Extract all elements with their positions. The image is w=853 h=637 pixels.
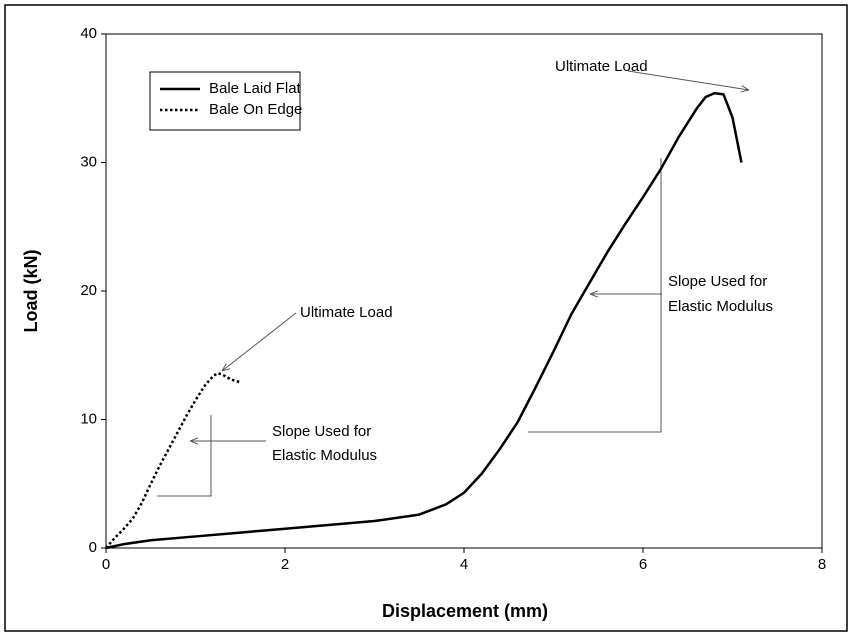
- outer-frame: [4, 4, 848, 632]
- y-axis-label: Load (kN): [21, 249, 41, 332]
- x-tick-label: 4: [460, 556, 468, 573]
- x-tick-label: 8: [818, 556, 826, 573]
- y-tick-label: 10: [80, 410, 97, 427]
- annotation: Slope Used for: [272, 423, 371, 440]
- annotation: Elastic Modulus: [668, 298, 773, 315]
- annotation-pointers: [157, 70, 749, 497]
- y-tick-label: 40: [80, 25, 97, 42]
- series-line: [105, 91, 743, 550]
- x-tick-label: 0: [102, 556, 110, 573]
- x-tick-label: 6: [639, 556, 647, 573]
- y-tick-label: 30: [80, 153, 97, 170]
- x-axis-label: Displacement (mm): [382, 601, 548, 621]
- x-tick-label: 2: [281, 556, 289, 573]
- legend-label: Bale Laid Flat: [209, 80, 302, 97]
- y-tick-label: 0: [89, 539, 97, 556]
- annotation: Ultimate Load: [555, 58, 648, 75]
- annotation: Ultimate Load: [300, 304, 393, 321]
- annotation: Elastic Modulus: [272, 447, 377, 464]
- y-tick-label: 20: [80, 282, 97, 299]
- annotation: Slope Used for: [668, 273, 767, 290]
- legend-box: [149, 71, 301, 131]
- series-line: [105, 371, 241, 549]
- legend-label: Bale On Edge: [209, 101, 302, 118]
